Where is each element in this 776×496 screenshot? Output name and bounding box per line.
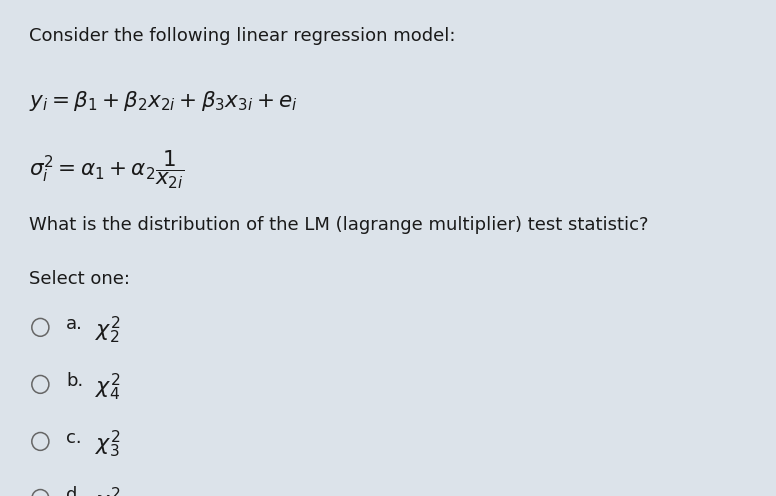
Text: What is the distribution of the LM (lagrange multiplier) test statistic?: What is the distribution of the LM (lagr… [29, 216, 649, 234]
Text: c.: c. [66, 429, 81, 447]
Text: $\chi_2^2$: $\chi_2^2$ [95, 315, 120, 346]
Text: $\sigma_i^2 = \alpha_1 + \alpha_2 \dfrac{1}{x_{2i}}$: $\sigma_i^2 = \alpha_1 + \alpha_2 \dfrac… [29, 149, 185, 191]
Text: a.: a. [66, 315, 83, 333]
Text: Consider the following linear regression model:: Consider the following linear regression… [29, 27, 456, 45]
Text: $y_i = \beta_1 + \beta_2 x_{2i} + \beta_3 x_{3i} + e_i$: $y_i = \beta_1 + \beta_2 x_{2i} + \beta_… [29, 89, 298, 113]
Text: $\chi_4^2$: $\chi_4^2$ [95, 372, 120, 403]
Text: $\chi_3^2$: $\chi_3^2$ [95, 429, 120, 460]
Text: $\chi_1^2$: $\chi_1^2$ [95, 486, 120, 496]
Text: d.: d. [66, 486, 83, 496]
Text: b.: b. [66, 372, 83, 390]
Text: Select one:: Select one: [29, 270, 130, 288]
